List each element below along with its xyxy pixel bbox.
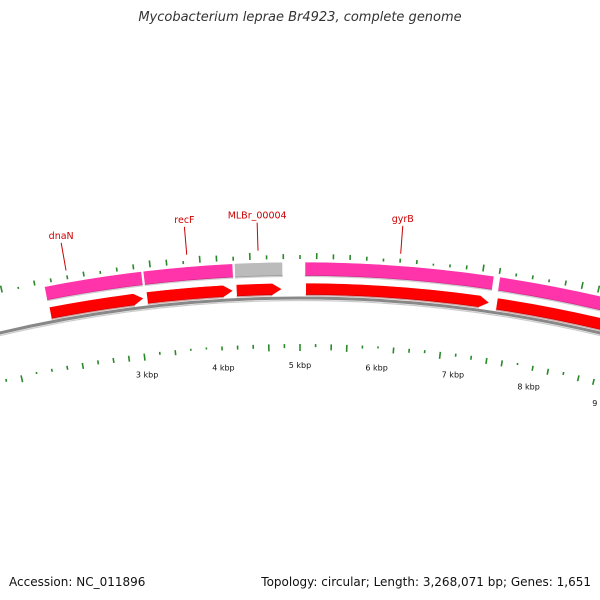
genes-label: Genes: bbox=[510, 575, 553, 589]
gene-arrow-shadow-gyrA bbox=[495, 308, 600, 332]
inner-tick bbox=[546, 368, 550, 375]
kbp-label-7: 7 kbp bbox=[442, 371, 464, 380]
gc-skew-ticks-outer bbox=[0, 252, 600, 293]
topology-value: circular bbox=[321, 575, 366, 589]
accession-value: NC_011896 bbox=[76, 575, 146, 589]
inner-tick bbox=[143, 353, 146, 361]
gene-label-recF: recF bbox=[174, 215, 194, 226]
accession-label: Accession: bbox=[9, 575, 73, 589]
backbone-inner-line bbox=[0, 299, 600, 337]
inner-tick bbox=[438, 351, 442, 359]
inner-tick bbox=[500, 360, 504, 367]
outer-tick bbox=[580, 281, 584, 290]
accession-info: Accession: NC_011896 bbox=[9, 575, 145, 589]
outer-tick bbox=[498, 267, 502, 275]
inner-tick bbox=[470, 355, 473, 360]
outer-tick bbox=[148, 260, 151, 268]
outer-tick bbox=[564, 280, 567, 286]
inner-tick bbox=[112, 357, 115, 364]
gene-arrow-recF bbox=[145, 284, 234, 305]
kbp-label-6: 6 kbp bbox=[365, 363, 387, 372]
inner-tick bbox=[591, 378, 595, 385]
length-label: Length: bbox=[373, 575, 420, 589]
gene-band-MLBr_00004 bbox=[233, 261, 284, 278]
gene-label-dnaN: dnaN bbox=[49, 231, 74, 242]
outer-tick bbox=[115, 267, 118, 272]
gene-band-shadow-recF bbox=[144, 276, 234, 287]
gene-band-shadow-dnaN bbox=[46, 284, 144, 302]
inner-tick bbox=[96, 360, 100, 365]
outer-tick bbox=[165, 259, 168, 266]
inner-tick bbox=[81, 362, 85, 370]
outer-tick bbox=[482, 264, 485, 272]
gene-arrow-dnaN bbox=[48, 293, 145, 320]
genome-backbone bbox=[0, 296, 600, 337]
inner-tick bbox=[50, 368, 53, 372]
genome-title: Mycobacterium leprae Br4923, complete ge… bbox=[138, 10, 462, 25]
gene-arrow-gyrA bbox=[495, 297, 600, 331]
outer-tick bbox=[49, 278, 52, 283]
outer-tick bbox=[33, 280, 36, 286]
gene-band-dnaN bbox=[44, 271, 144, 301]
gene-arrow-MLBr_00004 bbox=[235, 282, 283, 297]
gene-band-shadow-MLBr_00004 bbox=[234, 275, 283, 279]
gc-content-ticks-inner bbox=[5, 344, 595, 385]
gene-arrow-gyrB bbox=[305, 282, 490, 308]
inner-tick bbox=[562, 371, 565, 376]
outer-tick bbox=[132, 264, 135, 270]
gene-arrow-track bbox=[48, 282, 600, 332]
genes-value: 1,651 bbox=[556, 575, 591, 589]
gene-band-shadow-gyrA bbox=[497, 289, 600, 312]
gene-band-shadow-gyrB bbox=[304, 275, 493, 291]
inner-tick bbox=[531, 365, 534, 371]
gene-label-leader-recF bbox=[183, 226, 188, 255]
kbp-label-4: 4 kbp bbox=[212, 363, 234, 372]
topology-label: Topology: bbox=[261, 575, 318, 589]
kbp-label-8: 8 kbp bbox=[517, 382, 539, 391]
length-value: 3,268,071 bp bbox=[422, 575, 503, 589]
genome-stats: Topology: circular; Length: 3,268,071 bp… bbox=[261, 575, 591, 589]
inner-tick bbox=[127, 355, 131, 362]
kbp-label-5: 5 kbp bbox=[289, 361, 311, 370]
gene-label-leader-MLBr_00004 bbox=[256, 222, 259, 251]
outer-tick bbox=[531, 275, 534, 280]
gene-band-recF bbox=[142, 263, 234, 286]
outer-tick bbox=[66, 275, 69, 280]
inner-tick bbox=[20, 375, 24, 383]
outer-tick bbox=[548, 279, 551, 283]
gene-band-gyrA bbox=[497, 276, 600, 311]
gene-label-leader-dnaN bbox=[60, 242, 67, 271]
inner-tick bbox=[5, 378, 8, 383]
kbp-scale: 3 kbp 4 kbp 5 kbp 6 kbp 7 kbp 8 kbp 9 kbp bbox=[136, 361, 600, 408]
outer-tick bbox=[0, 285, 3, 293]
gene-arrow-shadow-gyrB bbox=[305, 294, 479, 309]
gene-band-gyrB bbox=[304, 261, 495, 291]
gene-label-gyrB: gyrB bbox=[392, 214, 414, 225]
outer-tick bbox=[597, 285, 600, 293]
gene-arrow-shadow-dnaN bbox=[51, 304, 135, 320]
kbp-label-9: 9 kbp bbox=[592, 399, 600, 408]
outer-tick bbox=[82, 271, 85, 277]
kbp-label-3: 3 kbp bbox=[136, 371, 158, 380]
inner-tick bbox=[66, 365, 69, 370]
backbone-outer-line bbox=[0, 296, 600, 335]
inner-tick bbox=[576, 375, 580, 382]
gene-label-leader-gyrB bbox=[400, 225, 404, 254]
gene-arrow-shadow-recF bbox=[147, 296, 224, 305]
inner-tick bbox=[485, 357, 488, 365]
gene-band-track bbox=[44, 261, 600, 312]
gene-label-MLBr_00004: MLBr_00004 bbox=[228, 211, 287, 222]
outer-tick bbox=[198, 255, 201, 263]
gene-arrow-shadow-MLBr_00004 bbox=[236, 294, 273, 298]
